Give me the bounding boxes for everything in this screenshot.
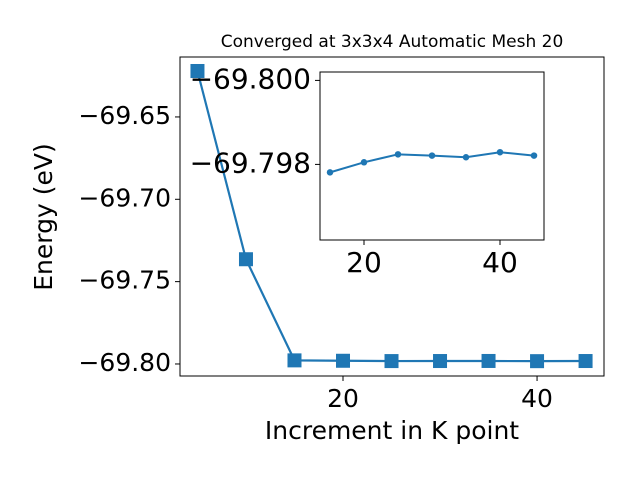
data-point [428,152,436,159]
y-axis-label: Energy (eV) [29,143,58,290]
y-tick-label: −69.80 [78,348,171,377]
y-tick-label: −69.798 [190,146,311,179]
y-tick-label: −69.70 [78,183,171,212]
chart-title: Converged at 3x3x4 Automatic Mesh 20 [221,32,564,52]
data-point [496,148,504,156]
data-point [326,169,334,176]
data-point [360,159,368,166]
data-point [578,354,593,369]
data-point [530,152,538,159]
x-tick-label: 20 [346,246,382,279]
data-point [336,353,351,368]
data-point [190,63,205,78]
y-tick-label: −69.75 [78,266,171,295]
data-point [384,354,399,369]
y-tick-label: −69.800 [190,62,311,95]
x-axis-label: Increment in K point [265,416,519,445]
data-point [462,154,470,161]
data-point [394,151,402,158]
data-point [433,354,448,369]
data-point [238,252,253,267]
x-tick-label: 40 [521,384,553,413]
x-tick-label: 20 [327,384,359,413]
data-point [481,353,496,368]
y-tick-label: −69.65 [78,101,171,130]
data-point [530,354,545,369]
x-tick-label: 40 [482,246,518,279]
data-point [287,353,302,368]
